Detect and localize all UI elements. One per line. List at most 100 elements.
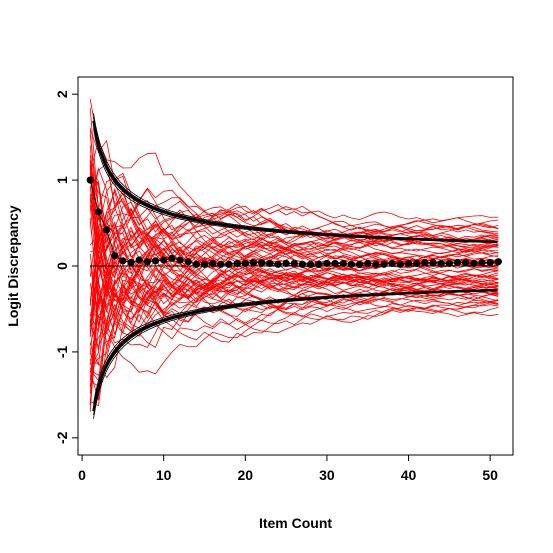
mean-point xyxy=(421,258,429,267)
mean-point xyxy=(192,260,200,268)
mean-point xyxy=(339,259,347,268)
mean-point xyxy=(494,258,502,266)
mean-point xyxy=(160,256,168,264)
lower-envelope xyxy=(93,289,498,408)
path-line xyxy=(89,289,499,381)
path-line xyxy=(89,226,499,366)
mean-point xyxy=(241,259,249,268)
lower-envelope xyxy=(92,288,498,412)
x-tick-label: 30 xyxy=(319,467,335,483)
y-axis: -2 -1 0 1 2 xyxy=(54,90,78,444)
mean-point xyxy=(102,226,111,234)
path-line xyxy=(89,272,499,370)
mean-point xyxy=(86,176,94,184)
path-line xyxy=(89,98,499,236)
x-tick-label: 0 xyxy=(78,467,86,483)
path-line xyxy=(89,224,499,332)
y-tick-label: -1 xyxy=(54,345,70,358)
mean-point xyxy=(168,254,176,262)
lower-envelope xyxy=(93,290,498,419)
mean-point xyxy=(445,259,453,268)
path-line xyxy=(89,286,499,404)
simulated-paths xyxy=(89,98,499,412)
mean-point xyxy=(331,259,339,268)
x-tick-label: 40 xyxy=(401,467,417,483)
mean-point xyxy=(478,258,486,267)
path-line xyxy=(89,256,499,370)
mean-point xyxy=(306,260,315,268)
x-tick-label: 50 xyxy=(482,467,498,483)
mean-point xyxy=(274,260,282,268)
x-axis-label: Item Count xyxy=(259,515,332,531)
mean-point xyxy=(233,259,241,268)
mean-point xyxy=(200,260,209,268)
mean-point xyxy=(323,259,331,268)
control-envelopes xyxy=(92,113,498,419)
y-tick-label: 2 xyxy=(54,90,70,98)
mean-point xyxy=(225,260,233,268)
mean-point xyxy=(486,258,494,267)
path-line xyxy=(89,185,499,270)
mean-point xyxy=(258,258,266,267)
mean-point xyxy=(347,260,356,268)
path-line xyxy=(89,170,499,267)
path-line xyxy=(89,274,499,401)
y-axis-label: Logit Discrepancy xyxy=(5,205,21,327)
mean-point xyxy=(176,256,184,264)
upper-envelope xyxy=(93,113,498,242)
y-tick-label: 1 xyxy=(54,176,70,184)
mean-point xyxy=(413,259,421,268)
mean-point xyxy=(470,259,478,268)
mean-point xyxy=(364,259,372,268)
mean-point xyxy=(249,258,258,267)
mean-point xyxy=(266,259,274,268)
mean-point xyxy=(355,260,364,268)
path-line xyxy=(89,276,499,394)
mean-point xyxy=(315,260,323,268)
upper-envelope xyxy=(92,120,498,244)
mean-point xyxy=(298,260,307,268)
mean-point xyxy=(184,258,192,266)
mean-point xyxy=(396,260,404,268)
path-line xyxy=(89,264,499,348)
x-tick-label: 10 xyxy=(156,467,172,483)
mean-point xyxy=(209,259,217,268)
path-line xyxy=(89,127,499,252)
path-line xyxy=(89,166,499,301)
path-line xyxy=(90,296,499,407)
path-line xyxy=(89,129,499,264)
mean-point xyxy=(282,259,290,268)
path-line xyxy=(89,175,499,266)
path-line xyxy=(89,263,499,324)
path-line xyxy=(89,231,499,337)
lower-envelope xyxy=(93,290,498,416)
mean-point xyxy=(94,208,103,216)
mean-point xyxy=(151,257,160,265)
mean-point xyxy=(372,260,380,268)
mean-point xyxy=(111,252,119,260)
mean-point xyxy=(404,259,413,268)
mean-point xyxy=(217,260,225,268)
y-tick-label: -2 xyxy=(54,431,70,444)
path-line xyxy=(89,259,499,387)
mean-point xyxy=(462,258,470,267)
mean-point xyxy=(143,258,151,266)
path-line xyxy=(89,174,499,280)
path-line xyxy=(90,250,499,334)
upper-envelope xyxy=(93,124,498,243)
mean-point xyxy=(453,258,462,267)
x-tick-label: 20 xyxy=(238,467,254,483)
path-line xyxy=(89,145,499,257)
mean-point xyxy=(388,259,396,268)
mean-point xyxy=(135,256,143,264)
mean-point xyxy=(119,257,127,265)
mean-point xyxy=(290,259,298,268)
mean-point xyxy=(437,259,445,268)
x-axis: 0 10 20 30 40 50 xyxy=(78,455,498,483)
mean-series xyxy=(86,176,502,268)
path-line xyxy=(89,138,499,236)
path-line xyxy=(89,217,499,306)
mean-point xyxy=(127,258,135,267)
mean-point xyxy=(380,260,388,268)
